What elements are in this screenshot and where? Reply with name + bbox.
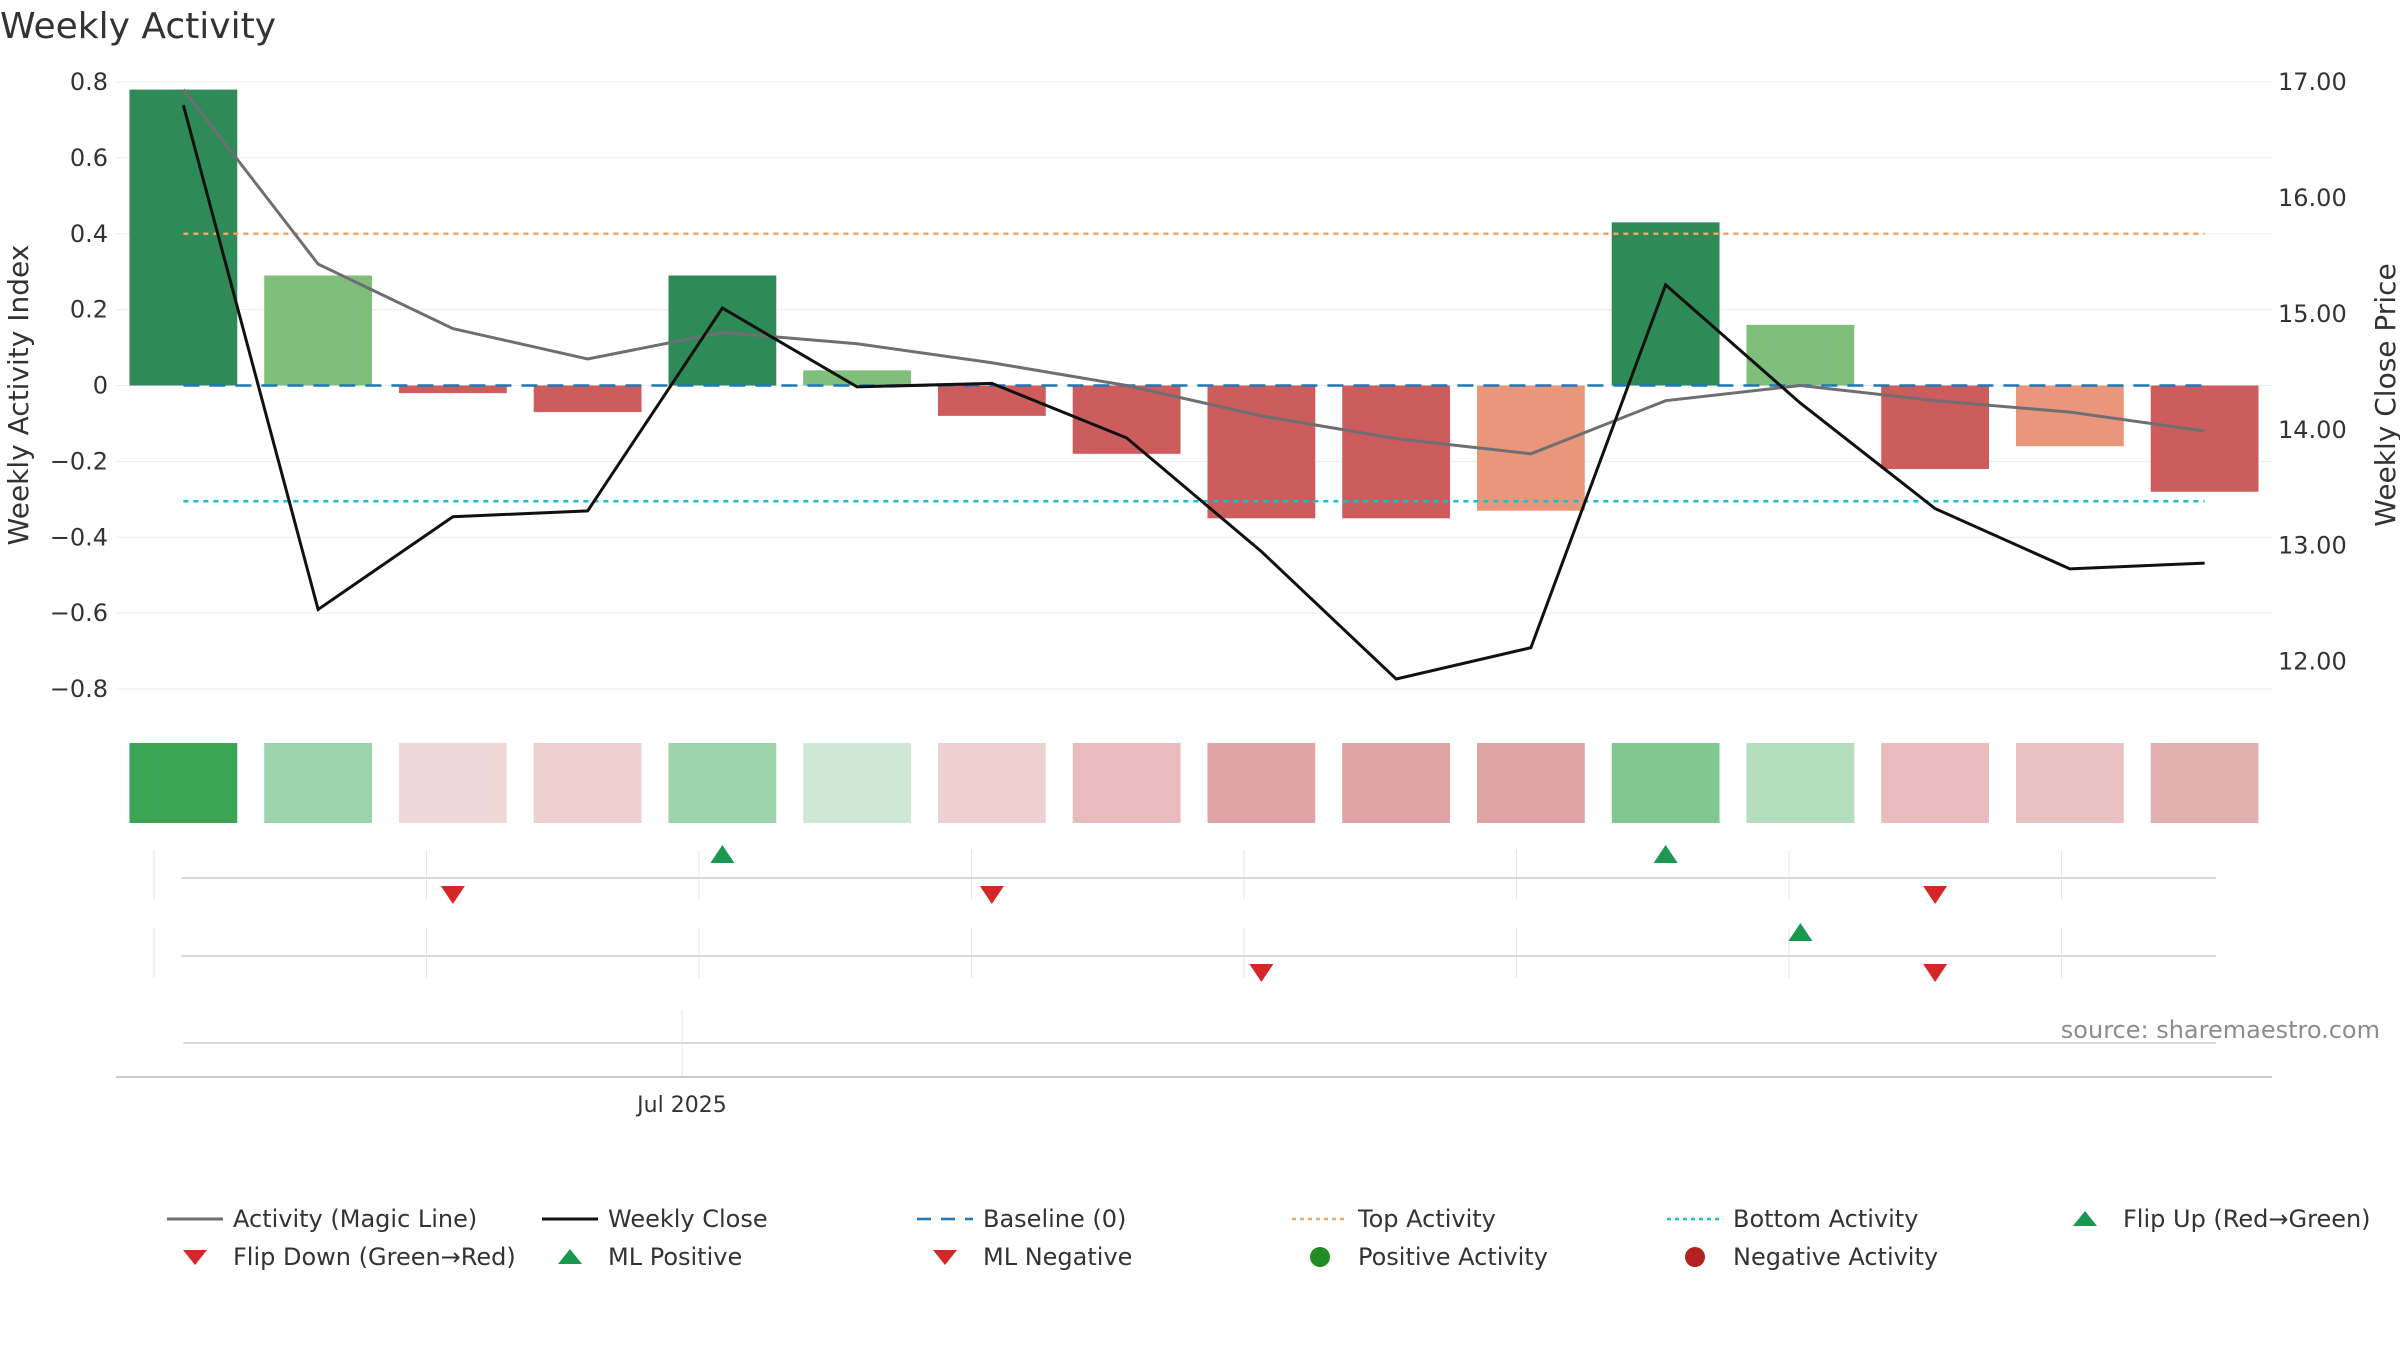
ml-row-marker-down bbox=[1923, 964, 1948, 982]
activity-bar bbox=[1746, 324, 1855, 386]
chart-title: Weekly Activity bbox=[0, 6, 277, 47]
legend-item: Top Activity bbox=[1290, 1200, 1496, 1238]
legend-item: Activity (Magic Line) bbox=[165, 1200, 477, 1238]
activity-bar bbox=[2015, 385, 2124, 447]
y-tick-label-left: 0.4 bbox=[70, 220, 108, 248]
heat-cell bbox=[1611, 743, 1720, 823]
heat-cell bbox=[2150, 743, 2259, 823]
activity-bar bbox=[398, 385, 507, 394]
legend-item: Flip Up (Red→Green) bbox=[2055, 1200, 2371, 1238]
flip-row-marker-down bbox=[1923, 886, 1948, 904]
activity-bar bbox=[1611, 222, 1720, 386]
y-tick-label-left: −0.6 bbox=[50, 599, 108, 627]
heat-cell bbox=[668, 743, 777, 823]
heat-cell bbox=[1476, 743, 1585, 823]
magic-line bbox=[182, 88, 2205, 456]
legend-label: Baseline (0) bbox=[983, 1205, 1127, 1233]
activity-bar bbox=[937, 385, 1046, 416]
flip-row-marker-up bbox=[710, 845, 735, 863]
y-axis-label-left: Weekly Activity Index bbox=[2, 245, 35, 546]
triangle-up-green-icon bbox=[2073, 1211, 2097, 1226]
legend-label: ML Positive bbox=[608, 1243, 743, 1271]
legend-label: Flip Down (Green→Red) bbox=[233, 1243, 516, 1271]
y-tick-label-left: −0.8 bbox=[50, 675, 108, 703]
y-tick-label-right: 15.00 bbox=[2278, 300, 2347, 328]
y-tick-label-left: 0.6 bbox=[70, 144, 108, 172]
y-tick-label-right: 17.00 bbox=[2278, 68, 2347, 96]
activity-bar bbox=[1476, 385, 1585, 511]
heat-cell bbox=[264, 743, 373, 823]
y-tick-label-right: 16.00 bbox=[2278, 184, 2347, 212]
triangle-up-green-icon bbox=[558, 1249, 582, 1264]
legend-label: Activity (Magic Line) bbox=[233, 1205, 478, 1233]
activity-bar bbox=[1342, 385, 1451, 519]
activity-bar bbox=[2150, 385, 2259, 492]
flip-row-marker-down bbox=[979, 886, 1004, 904]
heat-cell bbox=[398, 743, 507, 823]
ml-row-marker-down bbox=[1249, 964, 1274, 982]
activity-bar bbox=[264, 275, 373, 386]
activity-bar bbox=[533, 385, 642, 413]
heat-cell bbox=[803, 743, 912, 823]
activity-bar bbox=[1207, 385, 1316, 519]
heat-cell bbox=[937, 743, 1046, 823]
heat-cell bbox=[1881, 743, 1990, 823]
heat-cell bbox=[2015, 743, 2124, 823]
legend: Activity (Magic Line) Weekly Close Baselin… bbox=[0, 1200, 2400, 1280]
ml-row-marker-up bbox=[1788, 923, 1813, 941]
legend-label: Bottom Activity bbox=[1733, 1205, 1919, 1233]
triangle-down-red-icon bbox=[183, 1250, 207, 1265]
legend-item: Negative Activity bbox=[1665, 1238, 1938, 1276]
heat-cell bbox=[533, 743, 642, 823]
heat-cell bbox=[1207, 743, 1316, 823]
legend-item: Baseline (0) bbox=[915, 1200, 1126, 1238]
heat-cell bbox=[1072, 743, 1181, 823]
line-solid-black-icon bbox=[542, 1217, 598, 1221]
source-note: source: sharemaestro.com bbox=[2060, 1016, 2380, 1044]
y-tick-label-left: −0.2 bbox=[50, 447, 108, 475]
legend-item: ML Positive bbox=[540, 1238, 742, 1276]
flip-row-marker-up bbox=[1653, 845, 1678, 863]
x-tick-label: Jul 2025 bbox=[635, 1093, 727, 1118]
y-tick-label-left: 0.2 bbox=[70, 296, 108, 324]
activity-bar bbox=[129, 89, 238, 386]
circle-green-icon bbox=[1310, 1247, 1330, 1267]
legend-item: Flip Down (Green→Red) bbox=[165, 1238, 516, 1276]
legend-label: Weekly Close bbox=[608, 1205, 768, 1233]
y-tick-label-right: 13.00 bbox=[2278, 532, 2347, 560]
activity-bar bbox=[1072, 385, 1181, 454]
triangle-down-red-icon bbox=[933, 1250, 957, 1265]
y-tick-label-right: 12.00 bbox=[2278, 648, 2347, 676]
y-tick-label-left: 0 bbox=[93, 372, 108, 400]
circle-red-icon bbox=[1685, 1247, 1705, 1267]
line-dashed-blue-icon bbox=[917, 1217, 973, 1221]
legend-label: Top Activity bbox=[1358, 1205, 1496, 1233]
y-tick-label-left: 0.8 bbox=[70, 68, 108, 96]
activity-bar bbox=[1881, 385, 1990, 469]
legend-label: Negative Activity bbox=[1733, 1243, 1939, 1271]
heat-cell bbox=[129, 743, 238, 823]
legend-item: Bottom Activity bbox=[1665, 1200, 1918, 1238]
y-axis-label-right: Weekly Close Price bbox=[2369, 263, 2400, 526]
heat-cell bbox=[1746, 743, 1855, 823]
y-tick-label-right: 14.00 bbox=[2278, 416, 2347, 444]
weekly-close-line bbox=[181, 104, 2205, 681]
line-dotted-orange-icon bbox=[1292, 1217, 1348, 1221]
activity-bar bbox=[803, 370, 912, 386]
heat-cell bbox=[1342, 743, 1451, 823]
line-dotted-cyan-icon bbox=[1667, 1217, 1723, 1221]
legend-label: Flip Up (Red→Green) bbox=[2123, 1205, 2371, 1233]
flip-row-marker-down bbox=[440, 886, 465, 904]
legend-item: Weekly Close bbox=[540, 1200, 768, 1238]
y-tick-label-left: −0.4 bbox=[50, 523, 108, 551]
line-solid-gray-icon bbox=[167, 1217, 223, 1221]
legend-label: Positive Activity bbox=[1358, 1243, 1548, 1271]
legend-item: ML Negative bbox=[915, 1238, 1132, 1276]
legend-item: Positive Activity bbox=[1290, 1238, 1548, 1276]
legend-label: ML Negative bbox=[983, 1243, 1133, 1271]
